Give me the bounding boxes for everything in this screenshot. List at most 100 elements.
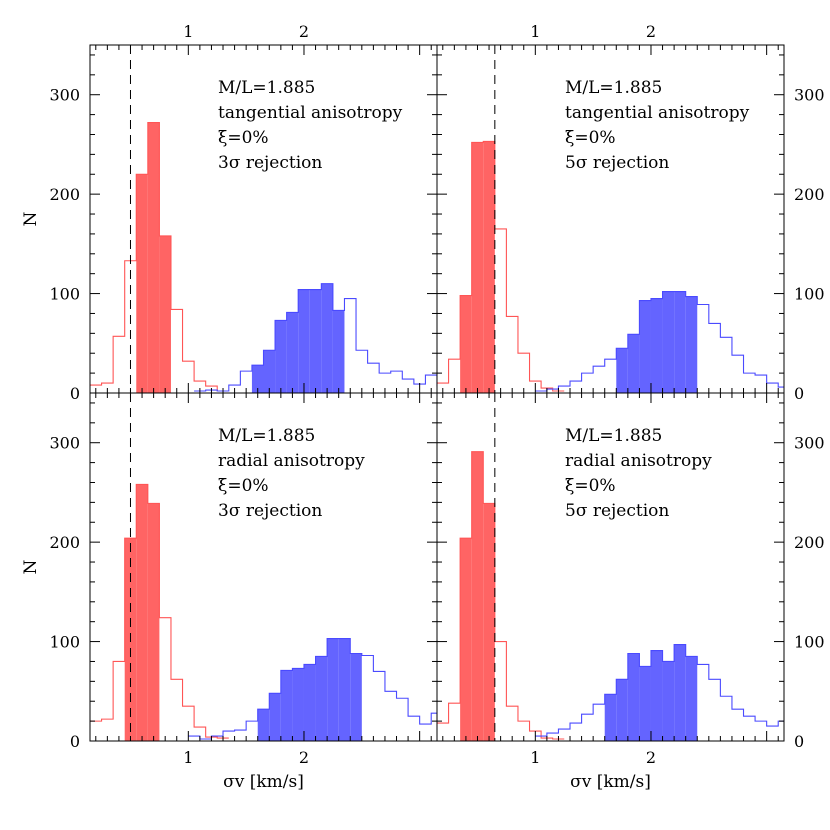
blue-histogram-line [194,283,437,392]
blue-bar-filled [604,694,617,741]
panel-annotation-line: M/L=1.885 [565,426,662,446]
y-axis-title: N [21,559,41,574]
blue-bar-filled [251,365,264,393]
blue-bar-filled [662,291,675,393]
y-tick-label: 100 [794,285,825,304]
blue-bar-filled [685,296,698,393]
x-tick-label: 2 [299,748,309,767]
red-bar-filled [471,451,484,741]
blue-bar-filled [292,668,304,741]
blue-bar-filled [674,644,686,741]
red-bar-filled [147,503,160,741]
panel-annotation-line: radial anisotropy [218,451,365,471]
x-tick-label: 1 [183,22,193,41]
blue-bar-filled [627,653,640,741]
blue-bar-filled [639,300,651,393]
panel-bottom-right: 1 2 0 100 200 300 M/L=1.885 radial anisotropy ξ=… [436,392,825,792]
panel-plot-area [90,393,437,741]
red-bar-filled [147,122,160,393]
panel-annotation-line: 3σ rejection [218,153,322,173]
blue-bar-filled [309,289,322,393]
red-bar-filled [460,538,472,741]
panel-annotation-line: tangential anisotropy [565,103,750,123]
y-tick-label: 0 [794,384,804,403]
panel-annotation-line: 3σ rejection [218,501,322,521]
y-tick-label: 200 [794,185,825,204]
red-bar-filled [483,503,495,741]
blue-bar-filled [286,312,299,393]
y-tick-label: 200 [794,533,825,552]
blue-bar-filled [257,709,270,741]
blue-bar-filled [650,298,663,393]
y-tick-label: 300 [794,434,825,453]
blue-bar-filled [327,638,339,741]
y-axis-title: N [21,211,41,226]
blue-bar-filled [685,656,698,741]
y-tick-label: 100 [49,285,80,304]
blue-bar-filled [650,650,663,741]
panel-plot-area [90,45,437,393]
y-tick-label: 200 [49,185,80,204]
blue-histogram-line [535,291,784,392]
blue-bar-filled [275,320,287,393]
y-tick-label: 300 [49,86,80,105]
blue-bar-filled [303,664,316,741]
y-tick-label: 300 [794,86,825,105]
red-histogram-line [90,483,229,739]
blue-bar-filled [269,693,281,741]
red-bar-filled [483,141,495,393]
panel-annotation-line: ξ=0% [218,128,269,148]
blue-bar-filled [338,638,351,741]
blue-bar-filled [298,289,310,393]
red-histogram-line [437,451,565,740]
red-bar-filled [136,174,148,393]
x-axis-title: σv [km/s] [223,772,304,792]
panel-annotation-line: M/L=1.885 [565,78,662,98]
blue-bar-filled [616,348,628,393]
x-axis-title: σv [km/s] [570,772,651,792]
blue-bar-filled [263,350,276,393]
blue-histogram-line [535,644,784,737]
panel-bottom-left: 1 2 0 100 200 300 M/L=1.885 radial anisotropy ξ=… [21,392,438,792]
panel-annotation-line: 5σ rejection [565,501,669,521]
panel-annotation-line: M/L=1.885 [218,78,315,98]
red-histogram-line [437,140,565,392]
panel-annotation-line: 5σ rejection [565,153,669,173]
y-tick-label: 0 [70,732,80,751]
y-tick-label: 100 [49,633,80,652]
blue-bar-filled [350,653,362,741]
y-tick-label: 0 [70,384,80,403]
blue-bar-filled [332,310,345,393]
blue-bar-filled [639,666,651,741]
panel-top-left: 1 2 0 100 200 300 M/L=1.885 tangential anisotro… [21,22,438,403]
panel-frame [436,392,785,742]
red-histogram-line [90,122,229,392]
y-tick-label: 100 [794,633,825,652]
y-tick-label: 300 [49,434,80,453]
x-tick-label: 2 [646,748,656,767]
blue-bar-filled [280,670,293,741]
red-bar-filled [460,295,472,393]
red-bar-filled [159,235,171,393]
panel-plot-area [437,45,784,393]
panel-annotation-line: ξ=0% [565,128,616,148]
red-bar-filled [136,484,148,741]
blue-bar-filled [315,656,328,741]
panel-annotation-line: ξ=0% [218,476,269,496]
blue-bar-filled [321,283,333,393]
blue-bar-filled [627,334,640,393]
x-tick-label: 1 [530,22,540,41]
x-tick-label: 2 [646,22,656,41]
blue-histogram-line [188,638,437,740]
blue-bar-filled [616,679,628,741]
panel-top-right: 1 2 0 100 200 300 M/L=1.885 tangential anisotro… [436,22,825,403]
x-tick-label: 1 [183,748,193,767]
red-bar-filled [471,142,484,393]
panel-plot-area [437,393,784,741]
y-tick-label: 0 [794,732,804,751]
panel-annotation-line: ξ=0% [565,476,616,496]
panel-annotation-line: radial anisotropy [565,451,712,471]
y-tick-label: 200 [49,533,80,552]
panel-annotation-line: tangential anisotropy [218,103,403,123]
